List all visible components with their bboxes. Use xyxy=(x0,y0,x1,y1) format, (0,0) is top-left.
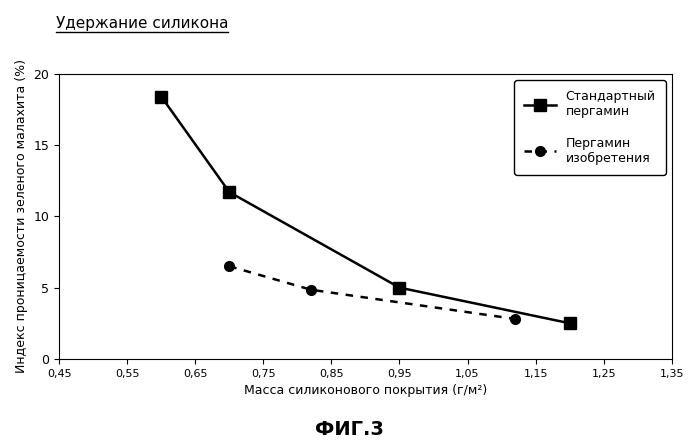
Text: Удержание силикона: Удержание силикона xyxy=(56,16,229,30)
Legend: Стандартный
пергамин, Пергамин
изобретения: Стандартный пергамин, Пергамин изобретен… xyxy=(514,80,665,175)
Стандартный
пергамин xyxy=(396,285,404,290)
Стандартный
пергамин xyxy=(157,94,166,99)
Line: Стандартный
пергамин: Стандартный пергамин xyxy=(156,91,575,329)
Пергамин
изобретения xyxy=(307,287,315,293)
Стандартный
пергамин xyxy=(225,190,233,195)
Пергамин
изобретения xyxy=(511,316,519,322)
Стандартный
пергамин xyxy=(565,321,574,326)
Text: ФИГ.3: ФИГ.3 xyxy=(315,420,384,439)
Line: Пергамин
изобретения: Пергамин изобретения xyxy=(224,261,520,324)
Пергамин
изобретения xyxy=(225,263,233,269)
Y-axis label: Индекс проницаемости зеленого малахита (%): Индекс проницаемости зеленого малахита (… xyxy=(15,59,28,373)
X-axis label: Масса силиконового покрытия (г/м²): Масса силиконового покрытия (г/м²) xyxy=(244,384,487,397)
